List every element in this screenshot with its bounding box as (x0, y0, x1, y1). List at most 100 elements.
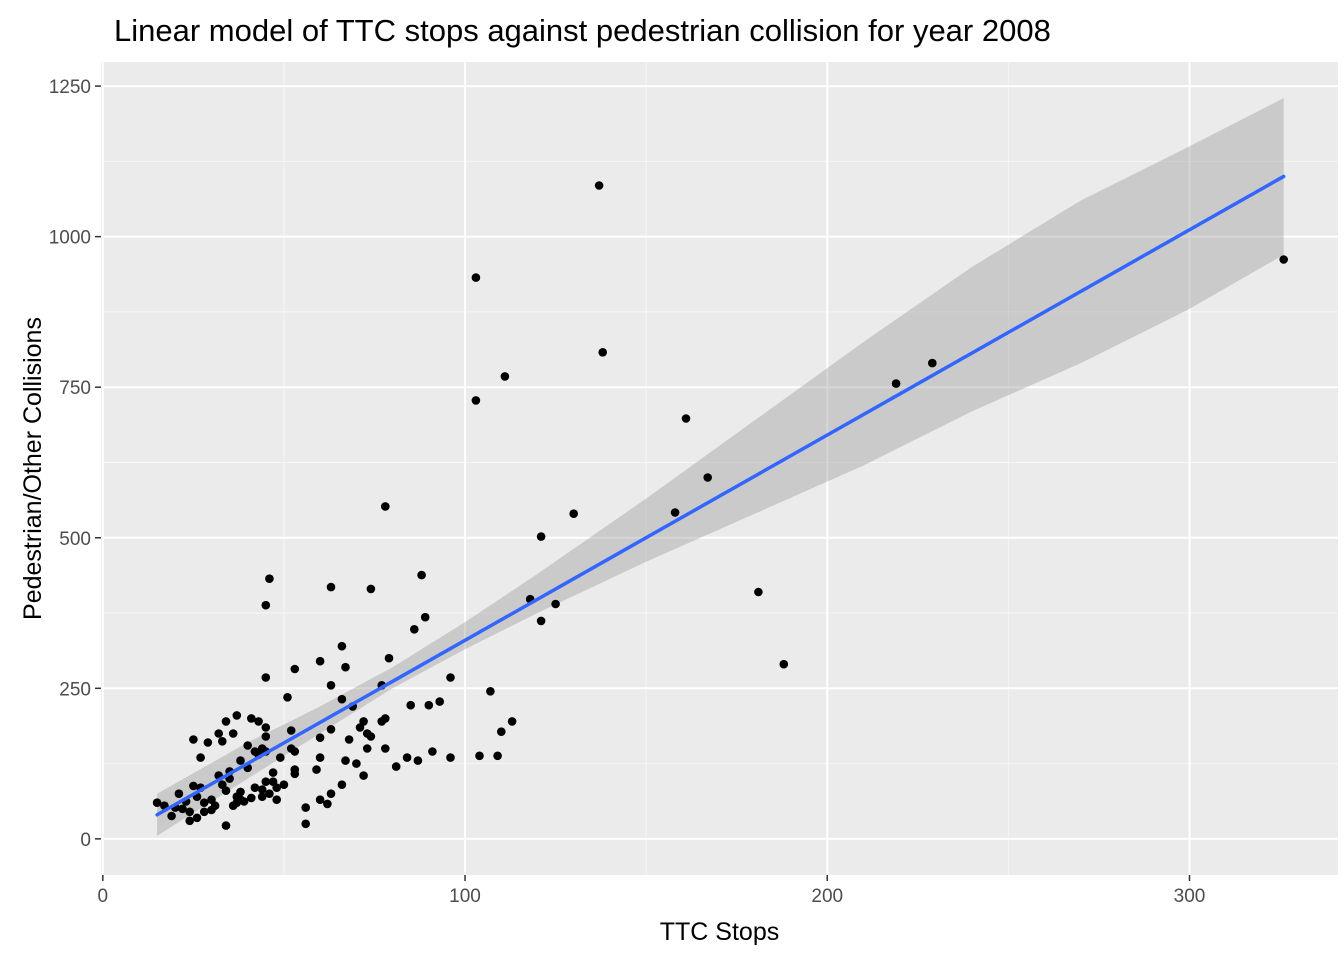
data-point (221, 821, 231, 830)
data-point (272, 783, 282, 792)
y-tick-label: 0 (80, 830, 91, 851)
data-point (352, 759, 361, 768)
data-point (670, 508, 680, 517)
data-point (315, 733, 325, 742)
data-point (254, 717, 263, 726)
data-point (152, 798, 162, 807)
plot-panel (101, 62, 1338, 875)
x-tick-label: 0 (98, 886, 109, 907)
data-point (471, 273, 481, 282)
data-point (276, 753, 285, 762)
y-tick-label: 500 (59, 529, 91, 550)
data-point (497, 727, 506, 736)
data-point (261, 777, 271, 786)
y-tick-label: 1000 (49, 228, 91, 249)
data-point (341, 756, 350, 765)
data-point (189, 735, 198, 744)
data-point (196, 753, 205, 762)
data-point (210, 801, 220, 810)
x-tick-label: 200 (811, 886, 843, 907)
data-point (420, 612, 430, 622)
data-point (239, 797, 249, 806)
data-point (681, 414, 691, 423)
x-tick-label: 100 (449, 886, 481, 907)
data-point (754, 587, 763, 597)
data-point (199, 807, 209, 817)
data-point (279, 780, 289, 789)
data-point (366, 584, 376, 594)
data-point (366, 732, 376, 741)
data-point (337, 641, 347, 651)
data-point (598, 348, 607, 357)
data-point (301, 819, 311, 829)
data-point (257, 792, 267, 801)
data-point (221, 786, 231, 795)
data-point (268, 768, 278, 777)
data-point (214, 729, 223, 738)
data-point (236, 756, 245, 765)
data-point (703, 473, 712, 482)
data-point (391, 762, 401, 771)
data-point (326, 582, 336, 592)
data-point (221, 717, 231, 726)
data-point (410, 625, 419, 634)
data-point (265, 574, 274, 583)
data-point (402, 753, 412, 762)
data-point (250, 783, 260, 792)
data-point (486, 687, 495, 696)
data-point (189, 781, 198, 791)
data-point (247, 793, 256, 803)
data-point (359, 717, 368, 726)
data-point (326, 725, 336, 734)
data-point (185, 816, 194, 826)
y-tick-label: 250 (59, 679, 91, 700)
data-point (167, 811, 176, 821)
data-point (261, 600, 271, 610)
data-point (247, 714, 256, 723)
data-point (359, 771, 368, 780)
data-point (312, 765, 321, 774)
data-point (381, 744, 390, 753)
data-point (507, 717, 517, 726)
data-point (315, 795, 325, 804)
data-point (290, 664, 300, 674)
data-point (232, 711, 242, 720)
y-axis-title: Pedestrian/Other Collisions (19, 317, 47, 620)
data-point (315, 656, 325, 666)
data-points (152, 181, 1288, 830)
data-point (174, 789, 184, 798)
data-point (272, 795, 282, 804)
data-point (536, 616, 546, 626)
y-tick-label: 1250 (49, 77, 91, 98)
x-tick-label: 300 (1174, 886, 1206, 907)
data-point (406, 700, 416, 710)
data-point (891, 379, 901, 388)
data-point (337, 780, 347, 789)
data-point (381, 714, 390, 723)
data-point (290, 769, 300, 779)
data-point (199, 798, 209, 807)
data-point (228, 729, 238, 738)
data-point (424, 700, 434, 710)
data-point (178, 804, 187, 814)
data-point (341, 662, 350, 672)
data-point (261, 723, 271, 732)
data-point (185, 807, 194, 817)
data-point (203, 738, 213, 747)
data-point (326, 789, 336, 798)
y-axis: 0 250 500 750 1000 1250 (49, 77, 101, 851)
data-point (435, 697, 445, 706)
x-axis: 0 100 200 300 (98, 875, 1206, 907)
data-point (475, 751, 484, 761)
data-point (192, 813, 202, 823)
data-point (323, 799, 332, 809)
data-point (551, 599, 560, 609)
data-point (344, 735, 354, 744)
data-point (428, 747, 437, 756)
data-point (362, 744, 372, 753)
x-axis-title: TTC Stops (660, 918, 779, 946)
data-point (536, 532, 546, 541)
data-point (569, 509, 578, 518)
data-point (417, 570, 426, 580)
data-point (446, 753, 455, 762)
